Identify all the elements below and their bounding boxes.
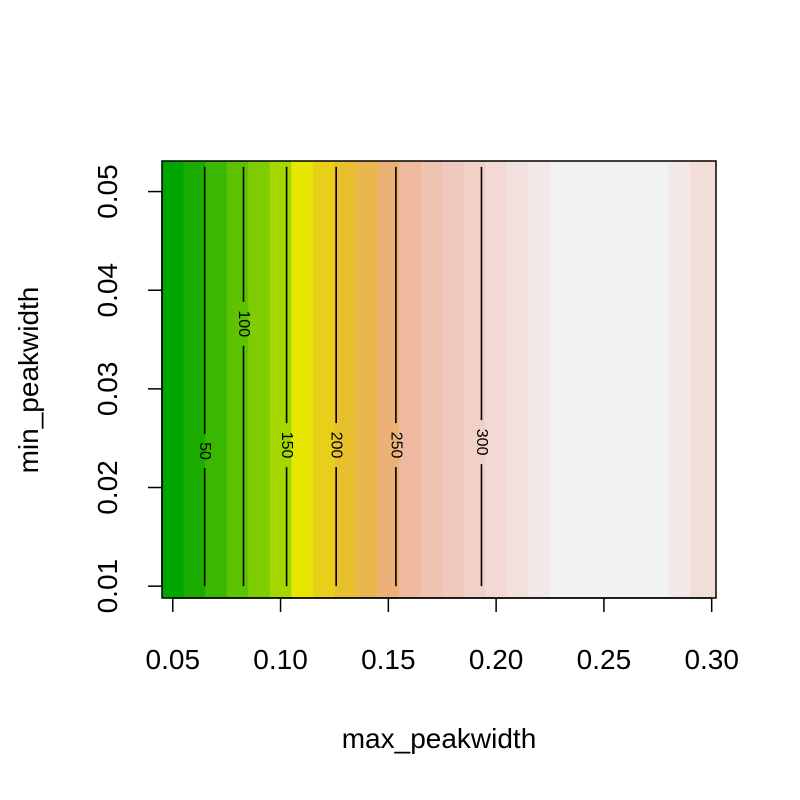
contour-band-2 <box>205 161 228 598</box>
contour-band-20 <box>690 161 717 598</box>
contour-band-16 <box>506 161 530 598</box>
contour-band-14 <box>463 161 486 598</box>
x-tick-label-4: 0.25 <box>577 644 632 675</box>
y-tick-label-4: 0.05 <box>92 164 123 219</box>
x-tick-label-0: 0.05 <box>146 644 201 675</box>
x-axis-title: max_peakwidth <box>342 723 537 754</box>
x-axis: 0.05 0.10 0.15 0.20 0.25 0.30 <box>146 597 739 675</box>
y-tick-label-2: 0.03 <box>92 362 123 417</box>
contour-band-17 <box>528 161 551 598</box>
contour-band-19 <box>668 161 691 598</box>
x-tick-label-2: 0.15 <box>361 644 416 675</box>
contour-band-9 <box>356 161 379 598</box>
contour-band-10 <box>377 161 400 598</box>
y-tick-label-0: 0.01 <box>92 559 123 614</box>
contour-label-300: 300 <box>473 429 490 456</box>
y-tick-label-1: 0.02 <box>92 460 123 515</box>
contour-band-11 <box>399 161 422 598</box>
contour-band-7 <box>312 161 336 598</box>
contour-label-100: 100 <box>235 310 252 337</box>
contour-band-13 <box>442 161 465 598</box>
contour-band-12 <box>420 161 443 598</box>
contour-band-6 <box>291 161 314 598</box>
y-axis: 0.01 0.02 0.03 0.04 0.05 <box>92 164 163 614</box>
contour-band-3 <box>226 161 249 598</box>
contour-label-250: 250 <box>387 432 404 459</box>
contour-label-50: 50 <box>196 442 213 460</box>
y-axis-title: min_peakwidth <box>13 287 44 474</box>
contour-lines: 50 100 150 200 250 300 <box>196 166 490 587</box>
contour-band-0 <box>162 161 185 598</box>
x-tick-label-3: 0.20 <box>469 644 524 675</box>
x-tick-label-5: 0.30 <box>684 644 739 675</box>
filled-contour-bands <box>162 161 717 598</box>
contour-label-150: 150 <box>278 432 295 459</box>
contour-band-5 <box>269 161 292 598</box>
contour-band-4 <box>248 161 271 598</box>
contour-band-15 <box>485 161 508 598</box>
contour-band-1 <box>183 161 206 598</box>
contour-band-8 <box>334 161 357 598</box>
y-tick-label-3: 0.04 <box>92 263 123 318</box>
contour-label-200: 200 <box>328 432 345 459</box>
contour-band-18 <box>550 161 670 598</box>
x-tick-label-1: 0.10 <box>253 644 308 675</box>
